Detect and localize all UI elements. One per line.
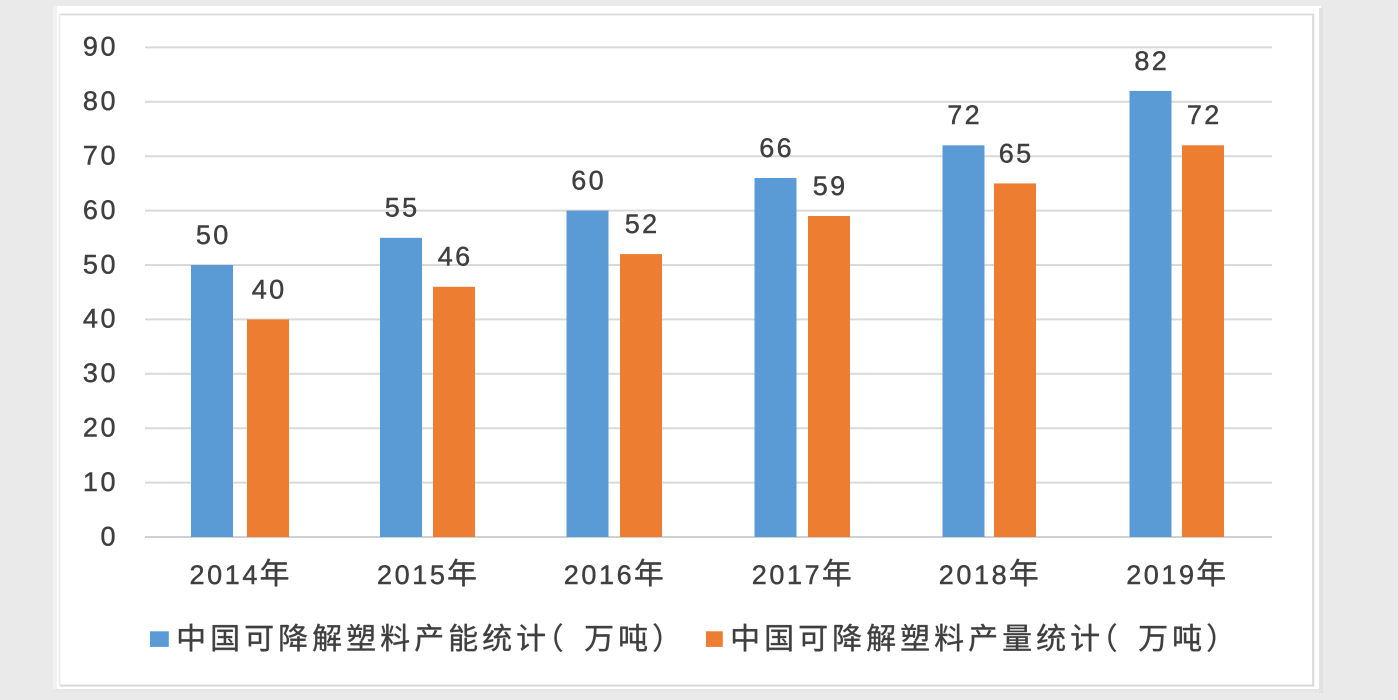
svg-text:2014: 2014 [190,560,260,590]
svg-text:20: 20 [83,413,118,443]
svg-text:60: 60 [83,195,118,225]
svg-text:90: 90 [83,32,118,62]
svg-text:52: 52 [625,209,660,239]
svg-text:72: 72 [947,100,982,130]
svg-text:2019: 2019 [1126,560,1196,590]
svg-text:66: 66 [759,133,794,163]
svg-text:10: 10 [83,467,118,497]
svg-text:55: 55 [385,193,420,223]
svg-text:65: 65 [999,138,1034,168]
svg-text:82: 82 [1134,46,1169,76]
svg-text:40: 40 [83,304,118,334]
svg-text:59: 59 [813,171,848,201]
svg-text:80: 80 [83,86,118,116]
svg-text:50: 50 [83,249,118,279]
svg-text:50: 50 [196,220,231,250]
svg-text:70: 70 [83,141,118,171]
svg-text:2017: 2017 [752,560,822,590]
svg-text:72: 72 [1187,100,1222,130]
svg-text:30: 30 [83,358,118,388]
svg-text:0: 0 [100,521,118,551]
svg-text:60: 60 [571,166,606,196]
svg-text:2018: 2018 [939,560,1009,590]
svg-text:2015: 2015 [377,560,447,590]
svg-text:2016: 2016 [564,560,634,590]
svg-text:46: 46 [438,242,473,272]
svg-text:40: 40 [252,274,287,304]
